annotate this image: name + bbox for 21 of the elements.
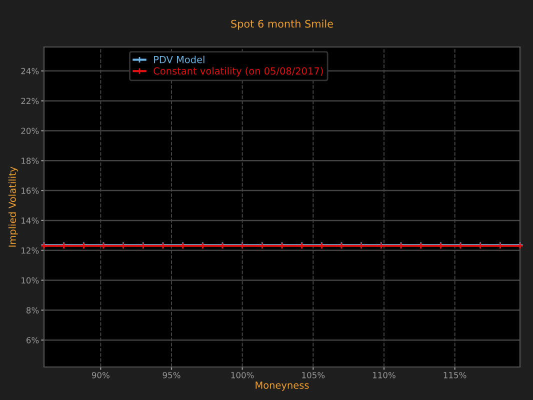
x-tick-label: 110% (373, 372, 396, 378)
y-tick-label: 6% (26, 337, 39, 344)
y-tick-label: 14% (22, 217, 39, 224)
x-tick-label: 90% (92, 372, 110, 378)
y-tick-label: 20% (21, 128, 39, 134)
y-tick-label: 10% (22, 277, 39, 284)
x-tick-label: 115% (444, 372, 466, 378)
y-tick-label: 8% (26, 307, 39, 314)
y-tick-label: 12% (22, 247, 39, 254)
y-tick-label: 16% (22, 188, 39, 194)
legend-label: Constant volatility (on 05/08/2017) (154, 67, 323, 77)
x-axis-title: Moneyness (256, 382, 309, 391)
y-tick-label: 24% (21, 68, 39, 74)
y-tick-label: 22% (21, 98, 39, 104)
x-tick-label: 100% (231, 372, 254, 378)
chart-title: Spot 6 month Smile (231, 20, 333, 30)
x-tick-label: 105% (302, 372, 325, 378)
legend-label: PDV Model (154, 56, 204, 64)
y-tick-label: 18% (22, 158, 39, 164)
y-axis-title: Implied Volatility (8, 166, 18, 247)
x-tick-label: 95% (162, 372, 180, 378)
